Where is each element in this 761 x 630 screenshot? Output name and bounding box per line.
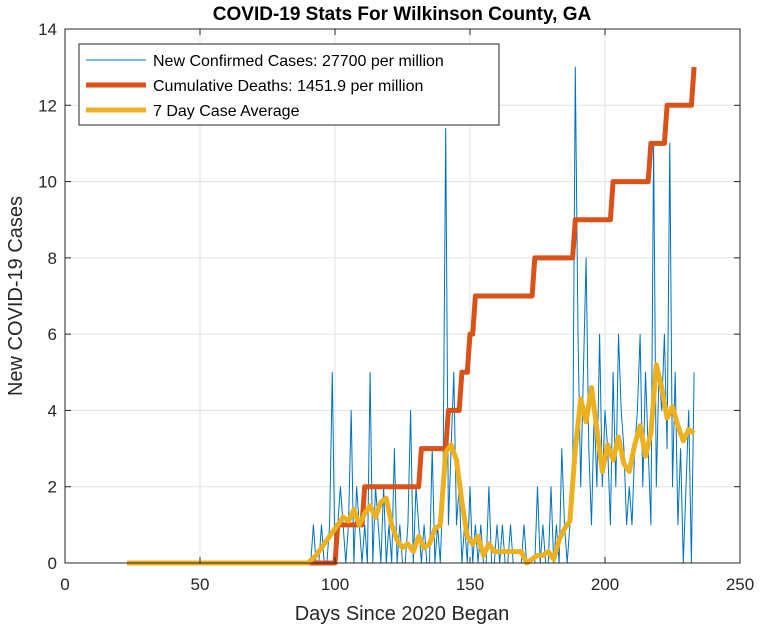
series-line-1	[127, 66, 697, 566]
legend-box	[78, 43, 500, 126]
y-tick-label: 14	[38, 20, 57, 39]
axes	[64, 28, 741, 564]
x-tick-label: 150	[456, 575, 484, 594]
x-tick-label: 200	[591, 575, 619, 594]
y-tick-label: 6	[48, 325, 57, 344]
plot-series	[127, 66, 697, 566]
x-tick-label: 250	[726, 575, 754, 594]
y-tick-label: 2	[48, 478, 57, 497]
legend-label-cumulative-deaths: Cumulative Deaths: 1451.9 per million	[153, 78, 423, 95]
x-axis-label: Days Since 2020 Began	[295, 603, 510, 625]
y-tick-label: 4	[48, 401, 57, 420]
y-tick-label: 10	[38, 173, 57, 192]
legend-label-7-day-average: 7 Day Case Average	[153, 103, 300, 120]
x-tick-label: 100	[321, 575, 349, 594]
y-tick-label: 8	[48, 249, 57, 268]
y-axis-label: New COVID-19 Cases	[5, 196, 27, 396]
chart-title: COVID-19 Stats For Wilkinson County, GA	[213, 4, 592, 25]
legend-label-new-cases: New Confirmed Cases: 27700 per million	[153, 53, 444, 70]
y-tick-label: 12	[38, 96, 57, 115]
x-tick-label: 50	[191, 575, 210, 594]
series-line-2	[127, 362, 696, 566]
series-line-0	[127, 66, 695, 564]
tick-labels: 0 50 100 150 200 250 0 2 4 6 8 10 12 14	[38, 20, 754, 594]
legend: New Confirmed Cases: 27700 per million C…	[78, 43, 500, 126]
x-tick-label: 0	[60, 575, 69, 594]
axes-box	[64, 28, 741, 564]
y-tick-label: 0	[48, 554, 57, 573]
